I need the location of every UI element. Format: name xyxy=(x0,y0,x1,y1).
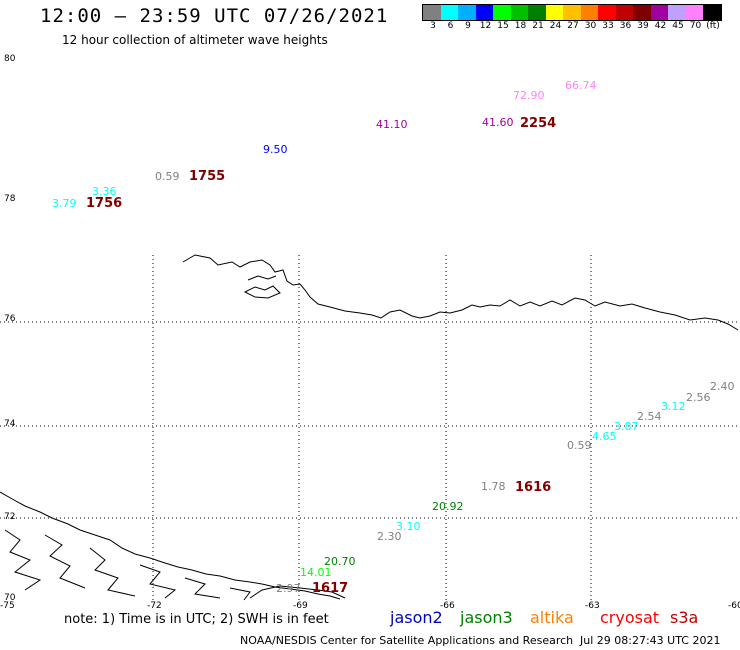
lon-label: -66 xyxy=(440,601,455,611)
coastline-south-islands xyxy=(4,529,251,601)
wave-height-value: 4.65 xyxy=(592,430,617,443)
wave-height-value: 2.54 xyxy=(637,410,662,423)
lon-label: -75 xyxy=(0,601,15,611)
legend-tick: 39 xyxy=(637,21,649,31)
legend-swatch-10 xyxy=(598,5,616,20)
legend-tick: 6 xyxy=(447,21,454,31)
legend-tick: 9 xyxy=(465,21,471,31)
lat-label: 76 xyxy=(4,314,16,324)
legend-tick: 45 xyxy=(672,21,684,31)
wave-height-value: 2.97 xyxy=(276,582,301,595)
units-note: note: 1) Time is in UTC; 2) SWH is in fe… xyxy=(64,612,329,627)
lon-label: -63 xyxy=(585,601,600,611)
legend-swatch-15 xyxy=(685,5,703,20)
satellite-s3a: s3a xyxy=(670,608,699,627)
satellite-jason3: jason3 xyxy=(460,608,513,627)
legend-swatch-6 xyxy=(528,5,546,20)
coastline-north xyxy=(182,254,739,331)
wave-height-value: 0.59 xyxy=(155,170,180,183)
lat-label: 80 xyxy=(4,54,16,64)
wave-height-value: 3.36 xyxy=(92,185,117,198)
legend-tick: 18 xyxy=(514,21,527,31)
legend-swatch-5 xyxy=(510,5,528,20)
legend-tick: 33 xyxy=(602,21,614,31)
satellite-jason2: jason2 xyxy=(390,608,443,627)
wave-height-value: 66.74 xyxy=(565,79,597,92)
wave-height-value: 41.60 xyxy=(482,116,514,129)
wave-height-value: 0.59 xyxy=(567,439,592,452)
legend-swatch-2 xyxy=(458,5,476,20)
lon-label: -60 xyxy=(728,601,740,611)
legend-tick: 30 xyxy=(584,21,597,31)
wave-height-value: 1.78 xyxy=(481,480,506,493)
wave-height-value: 3.10 xyxy=(396,520,421,533)
lat-label: 72 xyxy=(4,512,16,522)
footer-credit: NOAA/NESDIS Center for Satellite Applica… xyxy=(240,634,574,647)
legend-swatch-9 xyxy=(580,5,598,20)
satellite-altika: altika xyxy=(530,608,574,627)
lat-label: 78 xyxy=(4,194,16,204)
lon-label: -69 xyxy=(293,601,308,611)
legend-tick: 12 xyxy=(479,21,492,31)
graticule xyxy=(0,255,740,600)
map-title: 12:00 – 23:59 UTC 07/26/2021 xyxy=(40,5,389,27)
legend-swatch-13 xyxy=(650,5,668,20)
pass-time-label: 1755 xyxy=(189,169,225,184)
wave-height-value: 3.12 xyxy=(661,400,686,413)
legend-tick: 27 xyxy=(567,21,579,31)
wave-height-value: 72.90 xyxy=(513,89,545,102)
legend-tick: 42 xyxy=(654,21,667,31)
wave-height-value: 2.30 xyxy=(377,530,402,543)
wave-height-value: 3.87 xyxy=(614,420,639,433)
legend-swatch-16 xyxy=(703,5,721,20)
legend-swatch-11 xyxy=(615,5,633,20)
legend-tick: (ft) xyxy=(706,21,720,31)
wave-height-value: 2.40 xyxy=(710,380,735,393)
legend-swatch-3 xyxy=(475,5,493,20)
legend-tick: 70 xyxy=(689,21,702,31)
generated-timestamp: Jul 29 08:27:43 UTC 2021 xyxy=(580,634,721,647)
wave-height-value: 2.56 xyxy=(686,391,711,404)
legend-swatch-4 xyxy=(493,5,511,20)
lon-label: -72 xyxy=(147,601,162,611)
legend-tick: 36 xyxy=(619,21,632,31)
wave-height-value: 20.92 xyxy=(432,500,464,513)
pass-time-label: 1756 xyxy=(86,196,122,211)
legend-swatch-14 xyxy=(668,5,686,20)
lat-label: 74 xyxy=(4,419,16,429)
pass-time-label: 1617 xyxy=(312,581,348,596)
legend-tick: 15 xyxy=(497,21,509,31)
observation-labels: 66.74 72.90 41.10 41.60 9.50 0.59 3.36 3.79 2.40… xyxy=(52,79,735,595)
legend-swatch-0 xyxy=(423,5,441,20)
wave-height-value: 41.10 xyxy=(376,118,408,131)
map-subtitle: 12 hour collection of altimeter wave hei… xyxy=(62,33,328,47)
legend-tick: 21 xyxy=(532,21,544,31)
legend-swatch-12 xyxy=(633,5,651,20)
pass-time-labels: 2254 1755 1756 1616 1617 xyxy=(86,116,556,596)
wave-height-color-legend xyxy=(422,4,722,21)
legend-tick: 3 xyxy=(430,21,436,31)
wave-height-value: 20.70 xyxy=(324,555,356,568)
lat-label: 70 xyxy=(4,593,16,603)
legend-swatch-7 xyxy=(545,5,563,20)
coastline-north-inlet xyxy=(243,285,281,299)
wave-height-value: 3.79 xyxy=(52,197,77,210)
pass-time-label: 2254 xyxy=(520,116,556,131)
coastline-south-peninsula xyxy=(249,585,346,599)
satellite-cryosat: cryosat xyxy=(600,608,660,627)
wave-height-value: 14.01 xyxy=(300,566,332,579)
pass-time-label: 1616 xyxy=(515,480,551,495)
legend-tick: 24 xyxy=(549,21,562,31)
legend-swatch-8 xyxy=(563,5,581,20)
coastline-south xyxy=(0,491,341,600)
legend-swatch-1 xyxy=(440,5,458,20)
wave-height-value: 9.50 xyxy=(263,143,288,156)
coastline-north-fjord xyxy=(247,275,277,281)
